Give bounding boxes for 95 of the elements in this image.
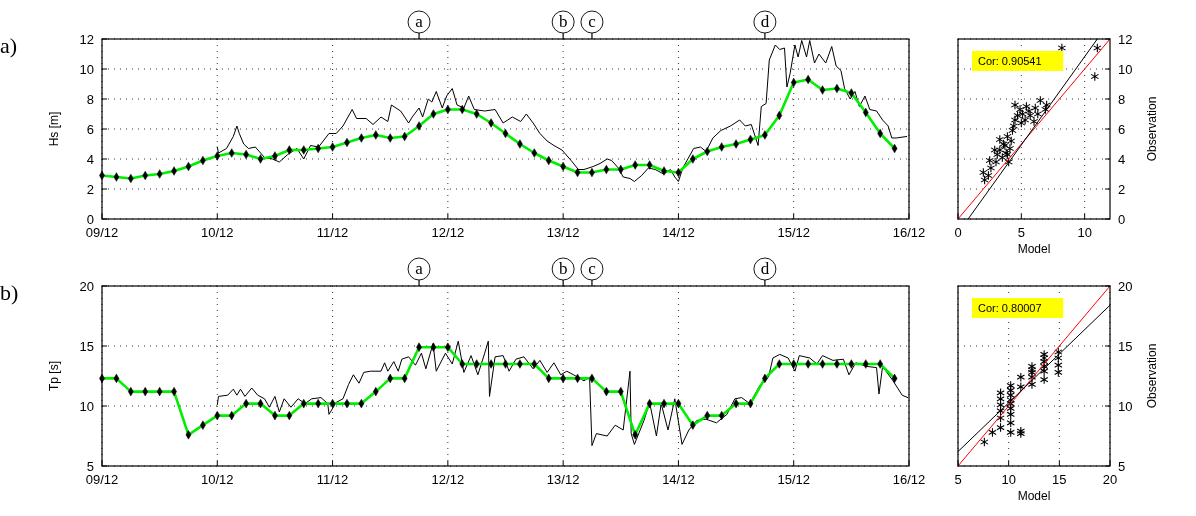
- x-tick-label: 15/12: [777, 472, 810, 487]
- point: [1054, 360, 1063, 370]
- point: [1016, 382, 1026, 392]
- point: [1027, 379, 1037, 390]
- point: [1006, 380, 1015, 391]
- point: [1054, 353, 1063, 363]
- y-axis-title: Tp [s]: [47, 360, 61, 392]
- x-axis-title: Model: [1017, 242, 1051, 256]
- x-tick-label: 14/12: [662, 472, 695, 487]
- annotation: d: [760, 12, 770, 31]
- point: [1041, 104, 1050, 115]
- y-tick-label: 0: [1118, 212, 1126, 227]
- y-tick-label: 2: [1118, 182, 1126, 197]
- annotation: a: [415, 259, 424, 278]
- annotation: Cor: 0.80007: [978, 302, 1042, 314]
- y-tick-label: 10: [79, 399, 94, 414]
- y-tick-label: 5: [1118, 459, 1126, 474]
- x-tick-label: 5: [954, 472, 962, 487]
- x-tick-label: 10: [1001, 472, 1016, 487]
- y-tick-label: 15: [79, 339, 94, 354]
- x-tick-label: 15: [1052, 472, 1067, 487]
- point: [1054, 347, 1063, 357]
- x-tick-label: 09/12: [85, 472, 119, 487]
- x-tick-label: 10/12: [201, 225, 234, 240]
- point: [1006, 390, 1015, 400]
- point: [980, 437, 989, 447]
- x-tick-label: 10/12: [201, 472, 234, 487]
- x-tick-label: 10: [1077, 225, 1092, 240]
- x-tick-label: 0: [954, 225, 962, 240]
- y-tick-label: 12: [1118, 32, 1133, 47]
- annotation: c: [588, 12, 597, 31]
- x-tick-label: 12/12: [431, 472, 465, 487]
- point: [998, 152, 1007, 163]
- point: [1093, 43, 1102, 53]
- annotation: Cor: 0.90541: [978, 55, 1042, 67]
- y-axis-title: Observation: [1145, 343, 1159, 409]
- point: [1039, 374, 1049, 385]
- annotation: d: [760, 259, 770, 278]
- y-tick-label: 5: [86, 459, 94, 474]
- x-tick-label: 5: [1017, 225, 1025, 240]
- point: [1004, 157, 1013, 167]
- point: [1054, 367, 1063, 378]
- point: [996, 413, 1005, 423]
- y-tick-label: 20: [79, 279, 94, 294]
- point: [979, 167, 988, 178]
- y-tick-label: 20: [1118, 279, 1133, 294]
- x-tick-label: 16/12: [892, 225, 926, 240]
- y-tick-label: 4: [86, 152, 94, 167]
- y-tick-label: 10: [1118, 399, 1133, 414]
- text: a): [0, 33, 18, 58]
- y-tick-label: 8: [86, 92, 94, 107]
- x-tick-label: 11/12: [316, 225, 349, 240]
- y-axis-title: Observation: [1145, 96, 1159, 162]
- x-tick-label: 14/12: [662, 225, 695, 240]
- y-tick-label: 15: [1118, 339, 1133, 354]
- y-tick-label: 10: [79, 62, 94, 77]
- x-tick-label: 15/12: [777, 225, 810, 240]
- y-tick-label: 4: [1118, 152, 1126, 167]
- point: [995, 134, 1005, 145]
- annotation: b: [558, 12, 568, 31]
- point: [1027, 372, 1037, 382]
- annotation: a: [415, 12, 424, 31]
- point: [1006, 409, 1015, 420]
- point: [996, 400, 1005, 410]
- point: [1010, 100, 1020, 110]
- x-tick-label: 13/12: [546, 225, 580, 240]
- point: [988, 427, 997, 438]
- y-tick-label: 10: [1118, 62, 1133, 77]
- x-tick-label: 09/12: [85, 225, 119, 240]
- point: [1006, 427, 1015, 438]
- point: [1016, 372, 1026, 382]
- y-tick-label: 2: [86, 182, 94, 197]
- text: b): [0, 280, 19, 305]
- annotation: c: [588, 259, 597, 278]
- y-axis-title: Hs [m]: [47, 111, 61, 147]
- point: [996, 394, 1005, 404]
- x-tick-label: 11/12: [316, 472, 349, 487]
- point: [990, 145, 999, 155]
- point: [1017, 118, 1026, 128]
- y-tick-label: 6: [86, 122, 94, 137]
- point: [1090, 71, 1100, 82]
- x-tick-label: 16/12: [892, 472, 926, 487]
- x-tick-label: 13/12: [546, 472, 580, 487]
- y-tick-label: 0: [86, 212, 94, 227]
- annotation: b: [558, 259, 568, 278]
- x-tick-label: 12/12: [431, 225, 465, 240]
- y-tick-label: 12: [79, 32, 94, 47]
- y-tick-label: 8: [1118, 92, 1126, 107]
- point: [996, 422, 1005, 433]
- y-tick-label: 6: [1118, 122, 1126, 137]
- point: [985, 155, 994, 166]
- x-axis-title: Model: [1017, 489, 1051, 503]
- point: [1006, 418, 1015, 428]
- point: [996, 388, 1005, 398]
- point: [1039, 366, 1049, 376]
